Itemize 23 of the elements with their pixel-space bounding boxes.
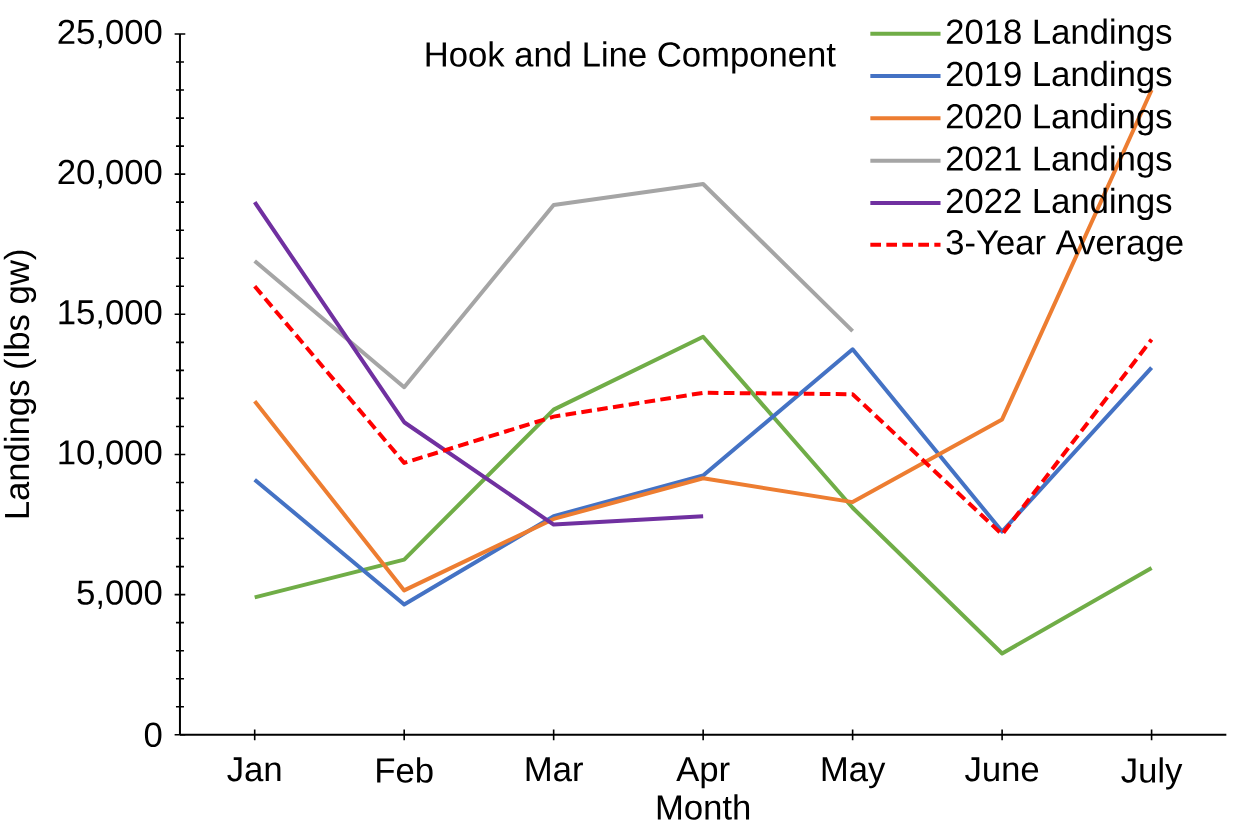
x-tick-label: Mar — [526, 757, 583, 782]
x-tick-label: July — [1121, 757, 1183, 790]
chart-title: Hook and Line Component — [426, 41, 836, 74]
y-tick-label: 20,000 — [58, 159, 162, 189]
y-tick-label: 5,000 — [77, 580, 162, 610]
x-tick-label: June — [965, 757, 1039, 782]
y-tick-label: 25,000 — [58, 19, 162, 49]
line-series — [252, 284, 1154, 537]
x-tick-label: Jan — [227, 757, 281, 782]
x-axis-title: Month — [657, 794, 750, 820]
line-series — [252, 200, 706, 527]
line-series — [252, 182, 855, 390]
line-series — [252, 334, 1154, 656]
y-tick-label: 15,000 — [59, 300, 162, 329]
y-tick-label: 10,000 — [59, 440, 162, 469]
legend-label: 2018 Landings — [946, 18, 1172, 51]
y-tick-label: 0 — [144, 722, 162, 748]
y-axis-title: Landings (lbs gw) — [3, 250, 37, 518]
x-tick-label: Feb — [377, 757, 433, 783]
x-tick-label: May — [822, 757, 886, 789]
x-tick-label: Apr — [676, 757, 730, 789]
line-series — [252, 347, 1154, 607]
legend-label: 2019 Landings — [946, 60, 1172, 94]
